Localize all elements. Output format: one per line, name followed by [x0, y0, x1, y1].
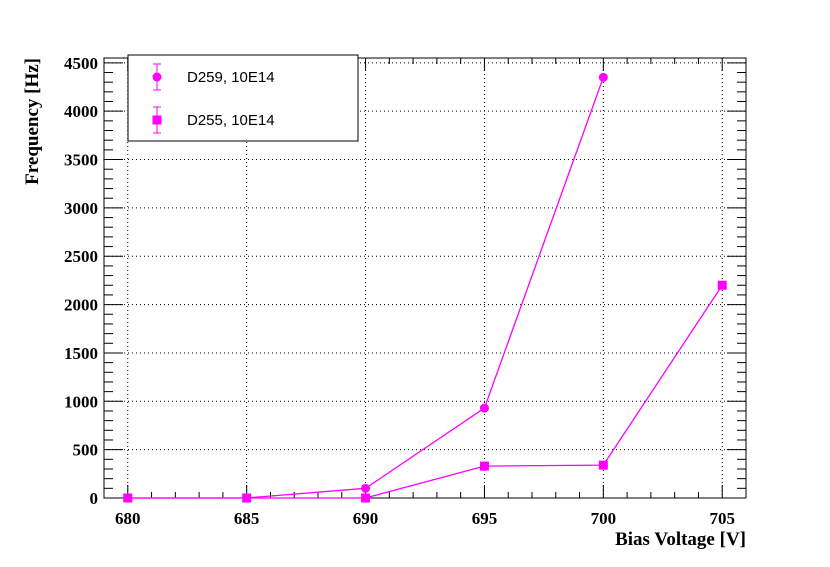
- data-point-square: [717, 280, 727, 290]
- x-tick-label: 705: [709, 509, 735, 528]
- x-tick-label: 680: [115, 509, 141, 528]
- y-tick-label: 3500: [64, 151, 98, 170]
- data-point-square: [123, 493, 133, 503]
- y-tick-label: 1500: [64, 344, 98, 363]
- data-point-square: [242, 493, 252, 503]
- y-axis-label: Frequency [Hz]: [22, 58, 43, 185]
- data-point-square: [598, 460, 608, 470]
- x-tick-label: 695: [472, 509, 498, 528]
- plot-frame: [103, 57, 747, 499]
- data-point-circle: [598, 72, 608, 82]
- y-tick-label: 3000: [64, 199, 98, 218]
- legend: D259, 10E14 D255, 10E14: [127, 54, 359, 142]
- x-axis-label: Bias Voltage [V]: [615, 529, 746, 550]
- y-tick-label: 4000: [64, 102, 98, 121]
- y-tick-label: 0: [90, 489, 99, 508]
- x-tick-label: 685: [234, 509, 260, 528]
- y-tick-label: 500: [73, 441, 99, 460]
- legend-label: D259, 10E14: [187, 69, 275, 86]
- y-tick-label: 4500: [64, 54, 98, 73]
- data-point-circle: [479, 403, 489, 413]
- series-line-1: [127, 284, 723, 499]
- data-point-square: [479, 461, 489, 471]
- grid: [104, 58, 746, 498]
- data-point-circle: [361, 483, 371, 493]
- x-tick-label: 700: [591, 509, 617, 528]
- y-tick-label: 2000: [64, 296, 98, 315]
- data-point-square: [361, 493, 371, 503]
- y-tick-label: 1000: [64, 392, 98, 411]
- legend-marker-square: [152, 115, 162, 125]
- legend-label: D255, 10E14: [187, 112, 275, 129]
- legend-marker-circle: [152, 72, 162, 82]
- legend-box: [127, 54, 359, 142]
- x-tick-label: 690: [353, 509, 379, 528]
- y-tick-label: 2500: [64, 247, 98, 266]
- axis-ticks: 680 685 690 695 700 705 0 500 1000 1500 2000 2500 30…: [64, 54, 747, 528]
- series: [123, 72, 727, 503]
